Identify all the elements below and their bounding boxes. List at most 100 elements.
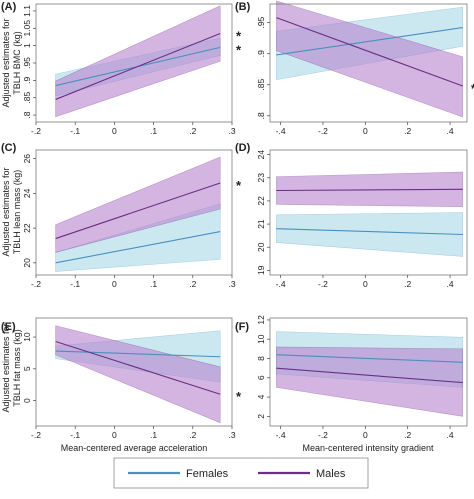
panel-b: (B) -.4 -.2 0 .2 .4 .8 .85 .9 .95 * xyxy=(235,0,474,136)
panel-f-xtick-label: .4 xyxy=(447,430,454,440)
panel-b-frame xyxy=(269,3,468,123)
panel-e-ytick-label: 10 xyxy=(22,332,32,342)
panel-d-frame xyxy=(269,149,468,276)
panel-e-xlabel: Mean-centered average acceleration xyxy=(61,443,208,453)
panel-e-significance-star-males: * xyxy=(236,389,242,404)
panel-c-xtick-label: .1 xyxy=(150,279,157,289)
panel-e: (E) Adjusted estimates for TBLH fat mass… xyxy=(1,317,242,453)
panel-f-frame xyxy=(269,317,468,427)
panel-d-xtick-label: 0 xyxy=(363,279,368,289)
panel-d-line-males xyxy=(276,188,463,192)
panel-a-xtick-label: .3 xyxy=(228,126,235,136)
panel-f-ci-band-males xyxy=(276,346,464,417)
panel-c-ytick-label: 20 xyxy=(22,258,32,268)
panel-c-significance-star-males: * xyxy=(236,178,242,193)
panel-a-xtick-label: .2 xyxy=(189,126,196,136)
panel-e-ytick-label: 0 xyxy=(22,398,32,403)
panel-a-ytick-label: .85 xyxy=(22,92,32,104)
panel-c: (C) Adjusted estimates for TBLH lean mas… xyxy=(1,142,242,289)
panel-d: (D) -.4 -.2 0 .2 .4 19 20 21 22 23 24 xyxy=(235,142,468,289)
panel-d-letter: (D) xyxy=(235,142,251,154)
panel-c-xtick-label: .2 xyxy=(189,279,196,289)
legend: Females Males xyxy=(113,457,369,489)
legend-label-males: Males xyxy=(316,468,346,480)
panel-c-xtick-label: -.1 xyxy=(70,279,80,289)
panel-a-line-males xyxy=(55,32,221,100)
panel-c-ytick-label: 22 xyxy=(22,223,32,233)
panel-c-letter: (C) xyxy=(1,142,17,154)
panel-b-xtick-label: -.4 xyxy=(276,126,286,136)
panel-c-xtick-label: .3 xyxy=(228,279,235,289)
panel-e-line-males xyxy=(55,340,221,395)
panel-d-xtick-label: .2 xyxy=(404,279,411,289)
panel-d-xtick-label: -.2 xyxy=(318,279,328,289)
panel-a-letter: (A) xyxy=(1,1,17,13)
panel-c-frame xyxy=(35,149,233,276)
panel-d-ci-band-females xyxy=(276,212,464,257)
panel-b-xtick-label: 0 xyxy=(363,126,368,136)
panel-a-ci-band-males xyxy=(55,5,221,118)
panel-b-ci-band-males xyxy=(276,0,464,118)
panel-f-ytick-label: 6 xyxy=(256,375,266,380)
panel-d-ytick-label: 24 xyxy=(256,150,266,160)
panel-e-xtick-label: -.1 xyxy=(70,430,80,440)
panel-e-xtick-label: .3 xyxy=(228,430,235,440)
panel-b-line-males xyxy=(276,17,463,87)
panel-a-xtick-label: 0 xyxy=(112,126,117,136)
panel-b-significance-star-males: * xyxy=(471,81,474,96)
panel-c-xtick-label: -.2 xyxy=(31,279,41,289)
panel-d-ytick-label: 23 xyxy=(256,173,266,183)
panel-c-ytick-label: 24 xyxy=(22,188,32,198)
panel-f-ytick-label: 12 xyxy=(256,315,266,325)
panel-a-xtick-label: -.1 xyxy=(70,126,80,136)
panel-a-ytick-label: .9 xyxy=(22,77,32,84)
panel-f-xtick-label: -.4 xyxy=(276,430,286,440)
panel-d-ci-band-males xyxy=(276,171,464,208)
panel-e-ytick-label: 5 xyxy=(22,366,32,371)
panel-b-xtick-label: -.2 xyxy=(318,126,328,136)
panel-f-letter: (F) xyxy=(235,321,249,333)
panel-c-line-females xyxy=(55,231,221,264)
panel-e-frame xyxy=(35,317,233,427)
panel-e-ci-band-males xyxy=(55,325,221,424)
panel-e-line-females xyxy=(55,350,221,358)
panel-a-significance-star-males: * xyxy=(236,29,242,44)
panel-e-letter: (E) xyxy=(1,321,16,333)
panel-a-ytick-label: 1.05 xyxy=(22,20,32,37)
panel-e-xtick-label: .2 xyxy=(189,430,196,440)
panel-d-plot-area xyxy=(270,150,467,275)
panel-e-xtick-label: .1 xyxy=(150,430,157,440)
panel-c-xtick-label: 0 xyxy=(112,279,117,289)
panel-f-xlabel: Mean-centered intensity gradient xyxy=(302,443,434,453)
panel-f-line-females xyxy=(276,354,463,363)
panel-f-ytick-label: 2 xyxy=(256,414,266,419)
panel-e-xtick-label: 0 xyxy=(112,430,117,440)
panel-a-xtick-label: .1 xyxy=(150,126,157,136)
panel-f-line-males xyxy=(276,367,463,384)
panel-f-xtick-label: .2 xyxy=(404,430,411,440)
panel-d-ytick-label: 20 xyxy=(256,242,266,252)
panel-b-xtick-label: .4 xyxy=(447,126,454,136)
panel-a-ylabel-line-1: Adjusted estimates for xyxy=(1,18,11,107)
panel-f-ytick-label: 4 xyxy=(256,394,266,399)
panel-a-ytick-label: .95 xyxy=(22,57,32,69)
panel-c-ylabel-line-2: TBLH lean mass (kg) xyxy=(12,170,22,255)
panel-a-ytick-label: .8 xyxy=(22,111,32,118)
panel-b-line-females xyxy=(276,27,463,56)
panel-e-xtick-label: -.2 xyxy=(31,430,41,440)
panel-f-ytick-label: 10 xyxy=(256,334,266,344)
panel-c-ytick-label: 26 xyxy=(22,154,32,164)
panel-a: (A) Adjusted estimates for TBLH BMC (kg)… xyxy=(1,1,242,136)
panel-d-line-females xyxy=(276,228,463,236)
panel-b-ytick-label: .9 xyxy=(256,50,266,57)
legend-label-females: Females xyxy=(186,468,229,480)
panel-c-ylabel-line-1: Adjusted estimates for xyxy=(1,167,11,256)
panel-f: (F) Mean-centered intensity gradient -.4… xyxy=(235,315,468,453)
panel-b-ytick-label: .85 xyxy=(256,79,266,91)
panel-d-ytick-label: 19 xyxy=(256,265,266,275)
panel-f-xtick-label: 0 xyxy=(363,430,368,440)
panel-a-xtick-label: -.2 xyxy=(31,126,41,136)
panel-d-ytick-label: 22 xyxy=(256,196,266,206)
panel-b-letter: (B) xyxy=(235,1,251,13)
